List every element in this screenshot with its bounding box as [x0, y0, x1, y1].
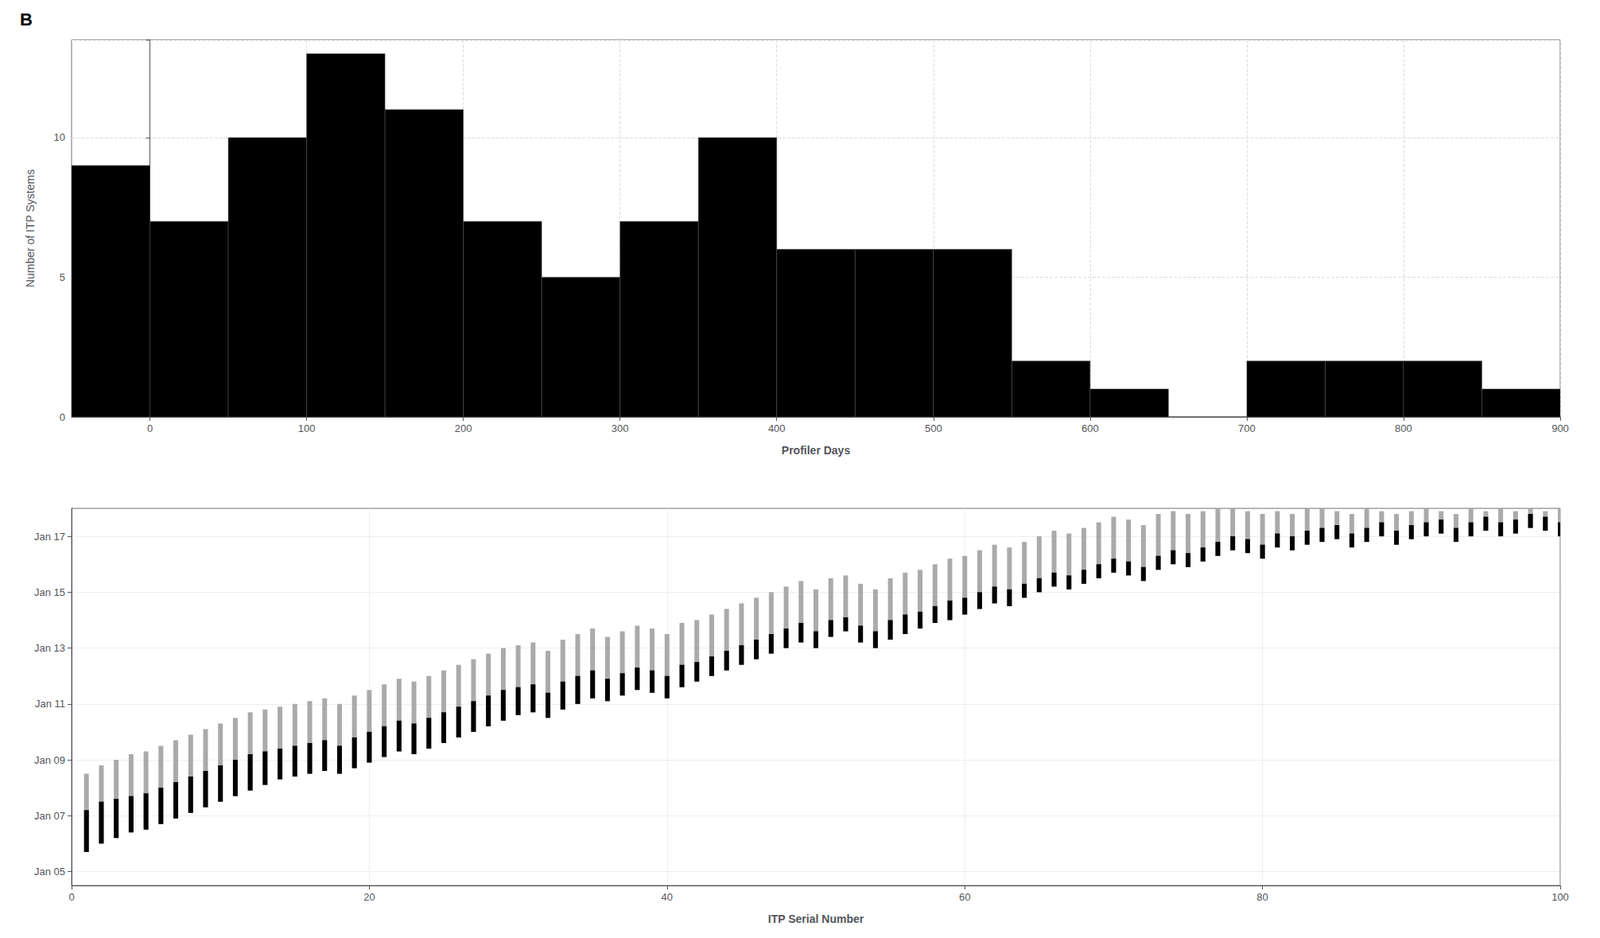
- svg-text:Jan 07: Jan 07: [34, 809, 66, 822]
- svg-text:400: 400: [768, 422, 786, 435]
- svg-text:500: 500: [924, 422, 943, 435]
- svg-text:Number of ITP Systems: Number of ITP Systems: [23, 169, 37, 288]
- svg-text:5: 5: [59, 271, 66, 284]
- svg-text:Jan 13: Jan 13: [34, 641, 66, 654]
- svg-text:Jan 15: Jan 15: [34, 586, 66, 599]
- svg-text:600: 600: [1081, 422, 1100, 435]
- svg-text:Profiler Days: Profiler Days: [781, 443, 851, 457]
- svg-text:0: 0: [68, 890, 74, 903]
- svg-text:60: 60: [959, 890, 971, 903]
- svg-text:ITP Serial Number: ITP Serial Number: [768, 912, 865, 925]
- svg-text:200: 200: [454, 422, 473, 435]
- svg-text:300: 300: [611, 422, 630, 435]
- svg-text:0: 0: [59, 411, 66, 424]
- svg-text:Jan 09: Jan 09: [34, 753, 66, 766]
- svg-text:100: 100: [1551, 890, 1569, 903]
- svg-text:B: B: [19, 9, 33, 30]
- svg-text:20: 20: [363, 890, 375, 903]
- svg-text:700: 700: [1238, 422, 1256, 435]
- svg-text:Jan 11: Jan 11: [34, 697, 66, 710]
- svg-text:100: 100: [298, 422, 316, 435]
- svg-text:Jan 17: Jan 17: [34, 530, 66, 543]
- svg-text:40: 40: [661, 890, 673, 903]
- svg-text:10: 10: [54, 131, 66, 144]
- svg-text:800: 800: [1394, 422, 1413, 435]
- svg-text:900: 900: [1551, 422, 1569, 435]
- svg-text:80: 80: [1256, 890, 1268, 903]
- svg-text:0: 0: [147, 422, 153, 435]
- svg-text:Jan 05: Jan 05: [34, 865, 66, 878]
